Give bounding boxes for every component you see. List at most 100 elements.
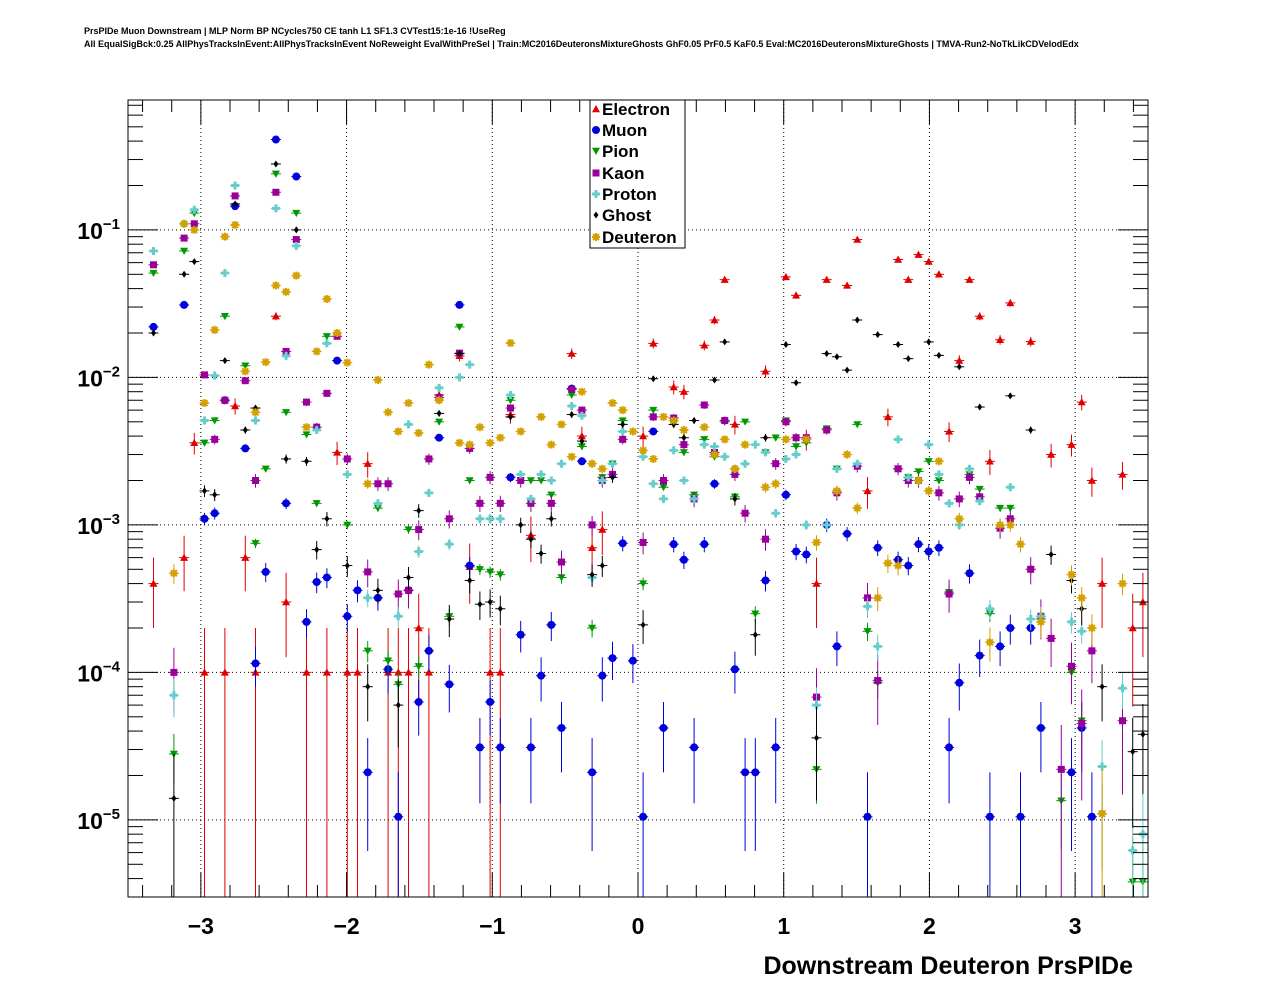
- data-point: [190, 220, 198, 228]
- y-tick-label: 10−2: [77, 363, 120, 391]
- data-point: [610, 473, 615, 481]
- data-point: [475, 514, 484, 523]
- data-point: [190, 225, 199, 234]
- data-point: [854, 316, 860, 324]
- data-point: [435, 418, 444, 426]
- data-point: [333, 356, 342, 365]
- data-point: [394, 612, 403, 621]
- data-point: [251, 540, 260, 548]
- data-point: [414, 428, 423, 437]
- data-point: [304, 457, 309, 465]
- data-point: [721, 417, 729, 425]
- data-point: [201, 371, 208, 379]
- data-point: [323, 389, 331, 397]
- data-point: [210, 417, 219, 425]
- data-point: [679, 449, 688, 457]
- data-point: [200, 668, 209, 676]
- data-point: [475, 423, 484, 432]
- legend-label: Pion: [602, 142, 639, 161]
- data-point: [271, 170, 280, 178]
- legend-item-electron: Electron: [592, 100, 670, 119]
- data-point: [730, 665, 739, 674]
- x-tick-label: 1: [777, 913, 790, 939]
- data-point: [507, 404, 514, 412]
- data-point: [283, 455, 289, 463]
- data-point: [975, 485, 984, 494]
- data-point: [241, 362, 250, 370]
- data-point: [577, 457, 586, 466]
- data-point: [557, 723, 566, 732]
- data-point: [761, 483, 770, 492]
- y-tick-exponent: −1: [103, 216, 120, 233]
- data-point: [231, 192, 239, 200]
- data-point: [486, 697, 495, 706]
- data-point: [985, 812, 994, 821]
- data-point: [496, 571, 505, 579]
- data-point: [936, 351, 942, 359]
- data-point: [904, 275, 913, 283]
- data-point: [547, 476, 556, 485]
- data-point: [333, 448, 342, 456]
- data-point: [169, 569, 178, 578]
- data-point: [210, 371, 219, 380]
- data-point: [639, 432, 648, 440]
- data-point: [242, 426, 248, 434]
- data-point: [985, 638, 994, 647]
- data-point: [977, 403, 983, 411]
- data-point: [874, 677, 882, 685]
- data-point: [271, 281, 280, 290]
- data-point: [1099, 683, 1105, 691]
- data-point: [506, 390, 515, 399]
- x-tick-label: −3: [188, 913, 214, 939]
- data-point: [832, 642, 841, 651]
- data-point: [1016, 812, 1025, 821]
- data-point: [1098, 809, 1107, 818]
- data-point: [781, 490, 790, 499]
- data-point: [608, 654, 617, 663]
- data-point: [506, 339, 515, 348]
- data-point: [588, 768, 597, 777]
- data-point: [344, 562, 350, 570]
- series-kaon: [148, 188, 1128, 897]
- data-point: [863, 812, 872, 821]
- data-point: [526, 494, 535, 503]
- data-point: [1087, 476, 1096, 484]
- y-tick-label: 10−1: [77, 216, 120, 244]
- data-point: [812, 579, 821, 587]
- data-point: [751, 768, 760, 777]
- data-point: [455, 323, 464, 331]
- legend-label: Ghost: [602, 206, 651, 225]
- data-point: [200, 514, 209, 523]
- data-point: [282, 287, 291, 296]
- data-point: [934, 270, 943, 278]
- data-point: [517, 476, 525, 484]
- data-point: [710, 450, 719, 459]
- data-point: [445, 680, 454, 689]
- data-point: [935, 489, 943, 497]
- data-point: [322, 295, 331, 304]
- data-point: [588, 521, 596, 529]
- legend-marker-icon: [592, 126, 600, 134]
- data-point: [640, 621, 646, 629]
- legend-marker-icon: [592, 169, 600, 177]
- data-point: [149, 579, 158, 587]
- data-point: [1087, 623, 1096, 632]
- data-point: [955, 678, 964, 687]
- data-point: [496, 433, 505, 442]
- legend-item-ghost: Ghost: [593, 206, 651, 225]
- data-point: [1088, 647, 1096, 655]
- data-point: [537, 470, 546, 479]
- legend: Electron Muon Pion Kaon Proton Ghost Deuteron: [589, 99, 686, 249]
- data-point: [181, 270, 187, 278]
- data-point: [150, 261, 157, 269]
- data-point: [649, 479, 658, 488]
- data-point: [802, 550, 811, 559]
- data-point: [824, 350, 830, 358]
- data-point: [446, 615, 452, 623]
- data-point: [956, 363, 962, 371]
- data-point: [567, 401, 576, 410]
- data-point: [680, 441, 688, 449]
- x-tick-label: −1: [479, 913, 505, 939]
- y-tick-labels: 10−110−210−310−410−5: [77, 216, 120, 834]
- data-point: [353, 586, 362, 595]
